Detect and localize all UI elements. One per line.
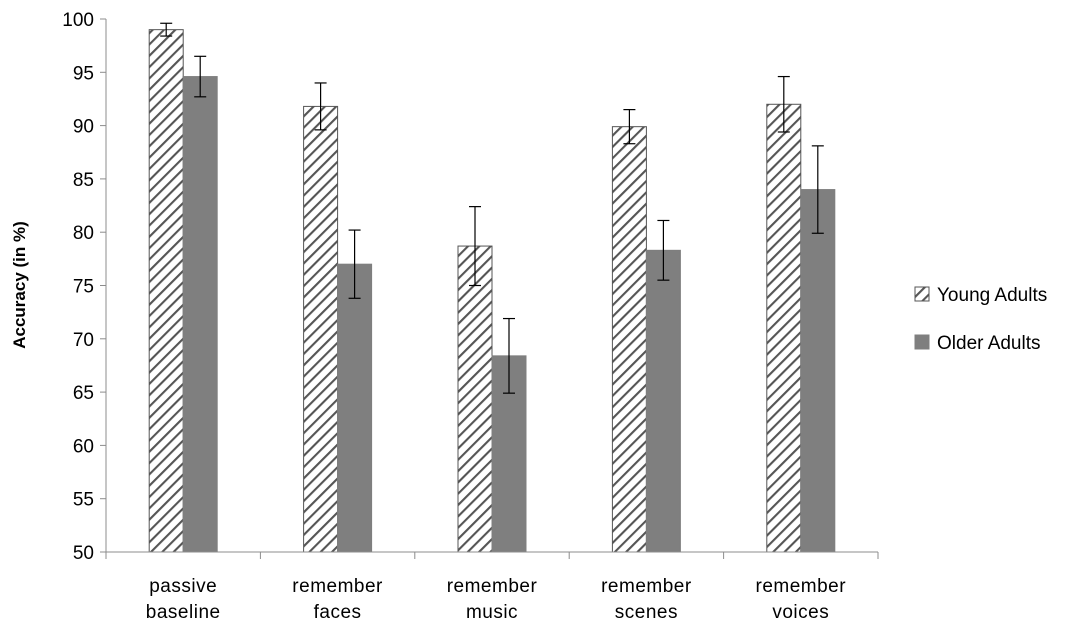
bar-young-adults — [766, 103, 802, 553]
y-tick-label: 70 — [73, 330, 94, 351]
y-tick-label: 55 — [73, 490, 94, 511]
bar-young-adults — [457, 245, 493, 553]
y-tick-label: 80 — [73, 223, 94, 244]
bar-older-adults — [337, 263, 373, 553]
y-tick-label: 60 — [73, 436, 94, 457]
x-tick-label: remember — [756, 576, 847, 597]
legend-label: Older Adults — [937, 333, 1041, 354]
y-tick-label: 65 — [73, 383, 94, 404]
y-tick-label: 100 — [62, 10, 94, 31]
bar-older-adults — [645, 249, 681, 553]
x-axis: passive baseline remember faces remember musi… — [105, 551, 879, 623]
y-axis: 50 55 60 65 70 75 80 85 90 95 100 — [62, 10, 107, 564]
legend-swatch — [914, 286, 930, 302]
y-tick-label: 75 — [73, 277, 94, 298]
bar-older-adults — [491, 355, 527, 553]
bar-young-adults — [611, 126, 647, 553]
y-axis-title: Accuracy (in %) — [10, 221, 29, 349]
x-tick-label: faces — [314, 602, 362, 623]
bar-older-adults — [800, 189, 836, 553]
y-tick-label: 85 — [73, 170, 94, 191]
bar-older-adults — [182, 76, 218, 553]
plot-area — [148, 22, 836, 553]
x-tick-label: baseline — [146, 602, 221, 623]
x-tick-label: passive — [149, 576, 217, 597]
legend-swatch — [914, 334, 930, 350]
x-tick-label: voices — [772, 602, 829, 623]
legend-label: Young Adults — [937, 285, 1047, 306]
x-tick-label: scenes — [615, 602, 678, 623]
x-tick-label: remember — [447, 576, 538, 597]
x-tick-label: music — [466, 602, 518, 623]
bar-young-adults — [303, 105, 339, 553]
y-tick-label: 90 — [73, 117, 94, 138]
x-tick-label: remember — [292, 576, 383, 597]
bar-young-adults — [148, 29, 184, 553]
y-tick-label: 50 — [73, 543, 94, 564]
x-tick-label: remember — [601, 576, 692, 597]
y-tick-label: 95 — [73, 63, 94, 84]
legend: Young Adults Older Adults — [914, 285, 1047, 354]
